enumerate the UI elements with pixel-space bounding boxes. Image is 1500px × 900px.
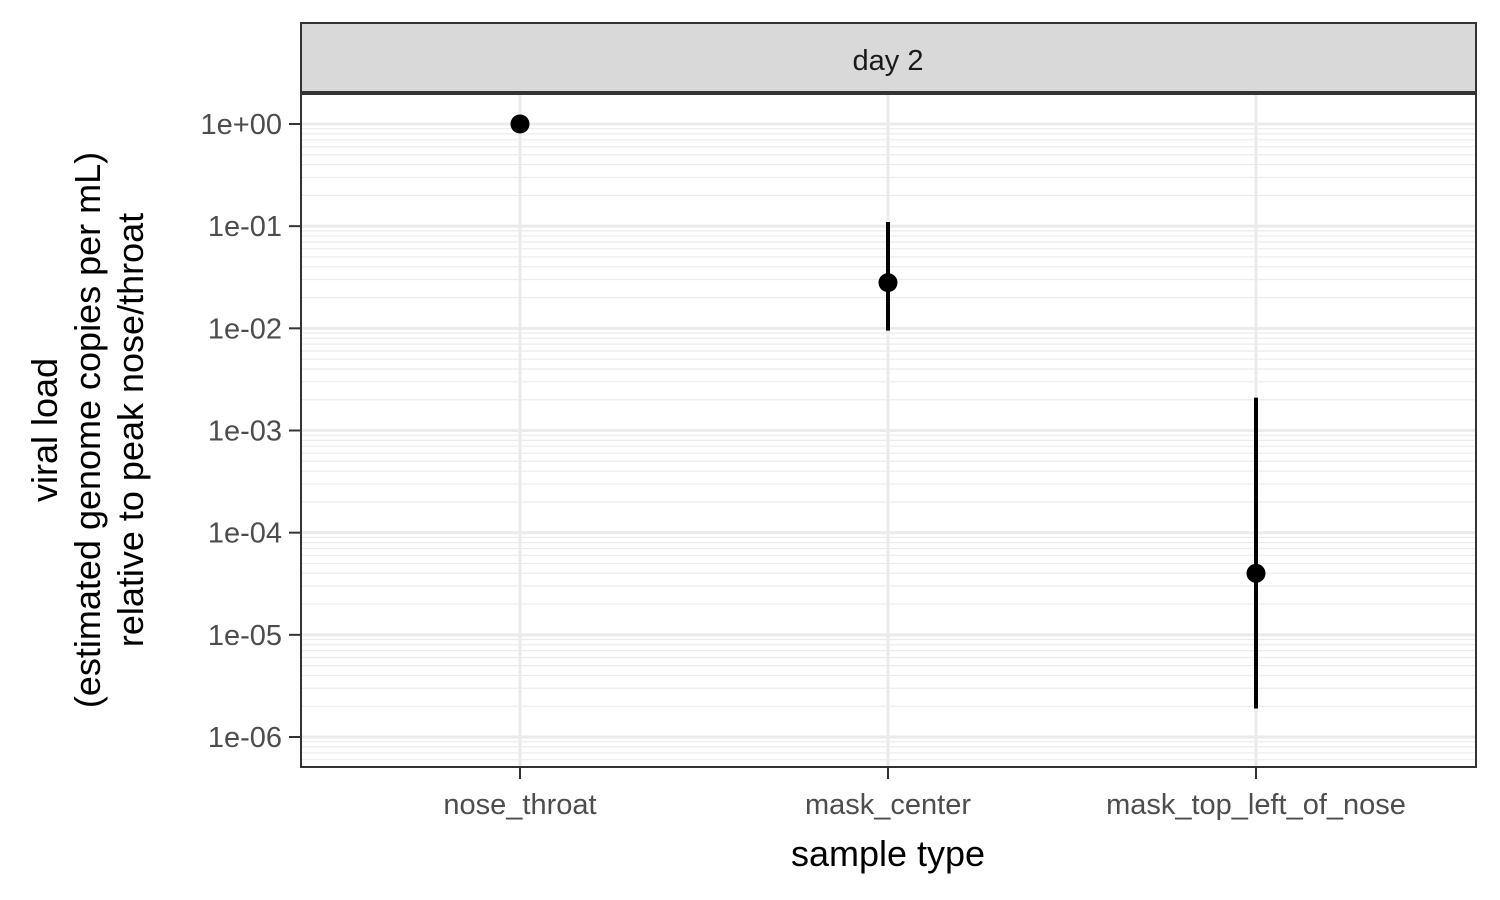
y-tick-label: 1e+00 [201,109,282,141]
y-tick-label: 1e-06 [208,722,282,754]
facet-label: day 2 [853,45,924,77]
y-tick-label: 1e-03 [208,416,282,448]
y-axis-title: viral load (estimated genome copies per m… [24,152,151,708]
y-tick-label: 1e-02 [208,313,282,345]
y-tick-label: 1e-05 [208,620,282,652]
point-mask_center [878,273,898,293]
y-axis: 1e+00 1e-01 1e-02 1e-03 1e-04 1e-05 1e-06 [201,109,301,754]
y-axis-title-line: relative to peak nose/throat [110,213,151,647]
facet-strip [300,22,1477,93]
x-tick-label-nose_throat: nose_throat [443,789,596,821]
point-nose_throat [510,114,530,134]
y-axis-title-line: viral load [24,358,65,502]
major-gridlines [301,94,1476,767]
x-axis-title: sample type [791,833,985,874]
x-tick-label-mask_top_left_of_nose: mask_top_left_of_nose [1106,789,1406,821]
y-axis-title-line: (estimated genome copies per mL) [67,152,108,708]
y-tick-label: 1e-04 [208,518,282,550]
x-tick-label-mask_center: mask_center [805,789,971,821]
x-axis: nose_throat mask_center mask_top_left_of_n… [443,767,1406,821]
data-points [510,114,1266,583]
point-mask_top_left_of_nose [1246,563,1266,583]
y-tick-label: 1e-01 [208,211,282,243]
